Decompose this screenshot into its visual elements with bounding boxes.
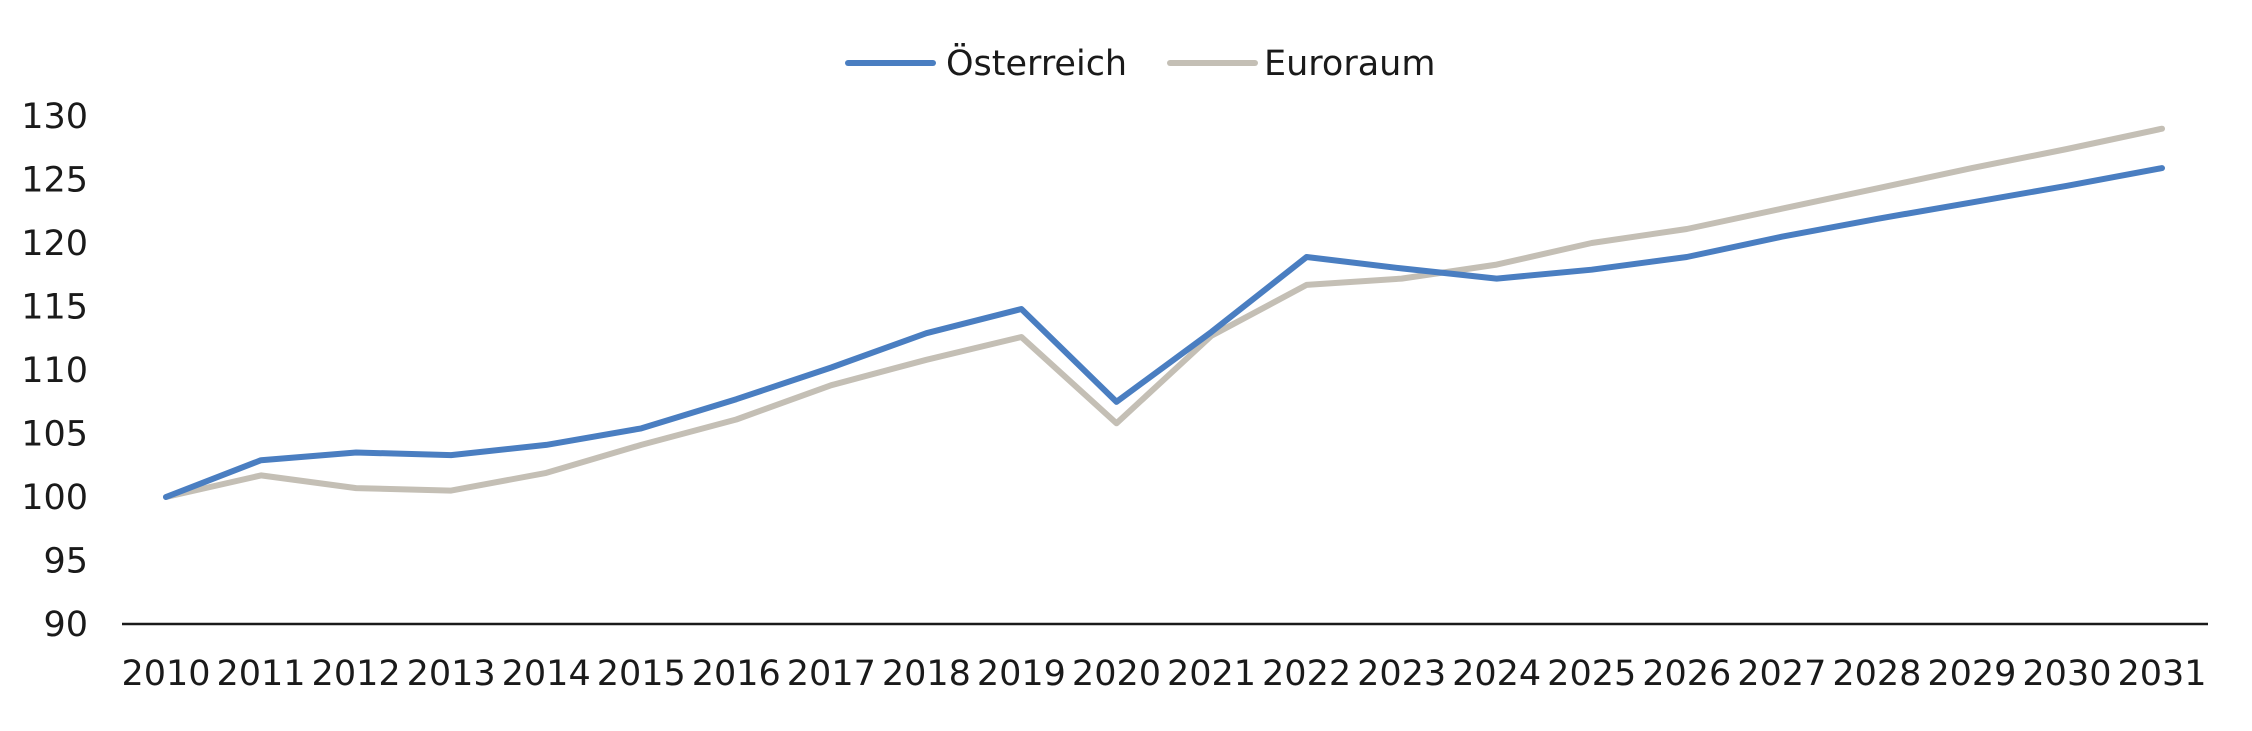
legend-label-euroraum: Euroraum bbox=[1264, 44, 1435, 84]
y-tick-label: 90 bbox=[43, 605, 88, 645]
y-tick-label: 125 bbox=[21, 161, 88, 201]
legend: Österreich Euroraum bbox=[845, 42, 1435, 84]
y-tick-label: 115 bbox=[21, 288, 88, 328]
x-tick-label: 2023 bbox=[1357, 654, 1446, 694]
x-tick-label: 2016 bbox=[692, 654, 781, 694]
y-tick-label: 95 bbox=[43, 542, 88, 582]
y-tick-label: 110 bbox=[21, 351, 88, 391]
x-tick-label: 2011 bbox=[217, 654, 306, 694]
x-tick-label: 2026 bbox=[1642, 654, 1731, 694]
legend-label-osterreich: Österreich bbox=[946, 42, 1127, 84]
series-layer bbox=[163, 125, 2165, 500]
x-tick-label: 2019 bbox=[977, 654, 1066, 694]
x-tick-label: 2015 bbox=[597, 654, 686, 694]
x-tick-label: 2012 bbox=[312, 654, 401, 694]
x-tick-label: 2027 bbox=[1737, 654, 1826, 694]
x-tick-label: 2028 bbox=[1832, 654, 1921, 694]
x-tick-label: 2013 bbox=[407, 654, 496, 694]
y-tick-label: 100 bbox=[21, 478, 88, 518]
y-axis-ticks: 90 95 100 105 110 115 120 125 130 bbox=[21, 97, 88, 645]
y-tick-label: 105 bbox=[21, 415, 88, 455]
x-tick-label: 2024 bbox=[1452, 654, 1541, 694]
x-tick-label: 2021 bbox=[1167, 654, 1256, 694]
x-tick-label: 2014 bbox=[502, 654, 591, 694]
series-line-euroraum bbox=[163, 125, 2165, 500]
x-tick-label: 2020 bbox=[1072, 654, 1161, 694]
x-tick-label: 2010 bbox=[121, 654, 210, 694]
x-tick-label: 2031 bbox=[2117, 654, 2206, 694]
x-tick-label: 2022 bbox=[1262, 654, 1351, 694]
x-tick-label: 2029 bbox=[1927, 654, 2016, 694]
y-tick-label: 130 bbox=[21, 97, 88, 137]
x-tick-label: 2025 bbox=[1547, 654, 1636, 694]
x-tick-label: 2017 bbox=[787, 654, 876, 694]
series-line-osterreich bbox=[163, 165, 2165, 500]
x-tick-label: 2030 bbox=[2022, 654, 2111, 694]
x-axis-ticks: 2010 2011 2012 2013 2014 2015 2016 2017 2018 2019… bbox=[121, 654, 2206, 694]
x-tick-label: 2018 bbox=[882, 654, 971, 694]
y-tick-label: 120 bbox=[21, 224, 88, 264]
